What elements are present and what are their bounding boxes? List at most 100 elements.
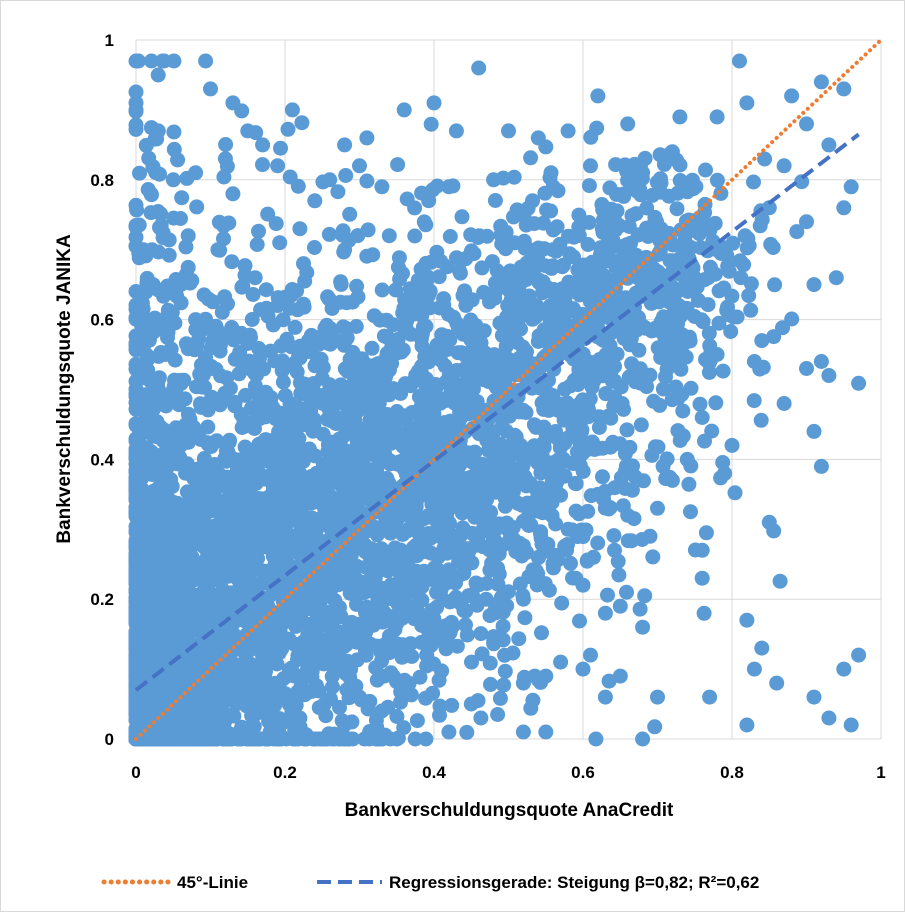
data-point bbox=[389, 709, 405, 724]
data-point bbox=[609, 346, 625, 362]
data-point bbox=[148, 655, 163, 671]
data-point bbox=[506, 169, 522, 185]
data-point bbox=[255, 157, 270, 173]
data-point bbox=[490, 576, 506, 592]
data-point bbox=[471, 60, 487, 76]
data-point bbox=[160, 459, 176, 475]
data-point bbox=[653, 171, 668, 187]
data-point bbox=[498, 224, 514, 240]
data-point bbox=[423, 116, 439, 132]
data-point bbox=[277, 388, 293, 403]
data-point bbox=[708, 395, 724, 411]
data-point bbox=[248, 398, 264, 414]
data-point bbox=[702, 259, 718, 275]
data-point bbox=[579, 553, 595, 569]
data-point bbox=[247, 706, 263, 722]
data-point bbox=[397, 583, 413, 599]
data-point bbox=[662, 276, 678, 292]
data-point bbox=[679, 451, 695, 467]
data-point bbox=[483, 676, 498, 692]
data-point bbox=[498, 338, 514, 354]
data-point bbox=[813, 458, 829, 474]
data-point bbox=[300, 344, 316, 360]
data-point bbox=[701, 364, 717, 380]
data-point bbox=[635, 165, 651, 181]
data-point bbox=[203, 81, 218, 97]
data-point bbox=[709, 172, 725, 188]
data-point bbox=[479, 576, 495, 591]
data-point bbox=[390, 596, 406, 612]
data-point bbox=[538, 668, 554, 684]
data-point bbox=[143, 410, 159, 425]
data-point bbox=[157, 605, 173, 620]
data-point bbox=[501, 535, 516, 551]
data-point bbox=[606, 528, 622, 544]
data-point bbox=[128, 84, 144, 100]
data-point bbox=[366, 308, 382, 324]
data-point bbox=[684, 172, 700, 188]
data-point bbox=[260, 206, 276, 222]
data-point bbox=[613, 470, 629, 486]
data-point bbox=[224, 588, 240, 604]
data-point bbox=[583, 158, 598, 174]
data-point bbox=[495, 358, 511, 374]
data-point bbox=[224, 663, 240, 678]
data-point bbox=[171, 646, 187, 662]
data-point bbox=[144, 613, 160, 629]
data-point bbox=[270, 298, 286, 314]
data-point bbox=[533, 465, 549, 481]
data-point bbox=[316, 654, 332, 670]
data-point bbox=[650, 689, 665, 705]
data-point bbox=[664, 144, 680, 160]
data-point bbox=[257, 646, 273, 662]
data-point bbox=[320, 289, 336, 305]
data-point bbox=[330, 184, 346, 200]
data-point bbox=[352, 689, 367, 705]
data-point bbox=[194, 698, 210, 714]
data-point bbox=[843, 179, 859, 195]
data-point bbox=[456, 563, 472, 579]
data-point bbox=[672, 173, 688, 188]
data-point bbox=[359, 248, 375, 264]
data-point bbox=[650, 500, 665, 516]
data-point bbox=[423, 571, 439, 587]
data-point bbox=[230, 682, 246, 698]
data-point bbox=[635, 619, 651, 635]
data-point bbox=[701, 325, 717, 341]
data-point bbox=[274, 353, 290, 369]
data-point bbox=[163, 665, 179, 681]
data-point bbox=[601, 673, 617, 689]
legend: 45°-Linie Regressionsgerade: Steigung β=… bbox=[101, 873, 759, 892]
data-point bbox=[374, 703, 390, 719]
data-point bbox=[806, 689, 822, 705]
data-point bbox=[482, 655, 498, 671]
data-point bbox=[500, 298, 516, 314]
data-point bbox=[584, 434, 600, 450]
data-point bbox=[322, 172, 338, 188]
data-point bbox=[186, 607, 202, 623]
data-point bbox=[159, 637, 175, 653]
data-point bbox=[226, 708, 242, 724]
data-point bbox=[622, 337, 638, 353]
data-point bbox=[594, 221, 610, 237]
data-point bbox=[391, 250, 407, 266]
data-point bbox=[390, 157, 406, 173]
data-point bbox=[284, 660, 299, 676]
data-point bbox=[396, 675, 412, 691]
data-point bbox=[522, 446, 538, 461]
data-point bbox=[231, 491, 247, 507]
data-point bbox=[128, 284, 144, 299]
data-point bbox=[393, 694, 408, 710]
data-point bbox=[262, 724, 278, 740]
data-point bbox=[151, 575, 167, 591]
data-point bbox=[194, 379, 210, 395]
data-point bbox=[529, 298, 544, 314]
data-point bbox=[386, 317, 401, 333]
data-point bbox=[264, 466, 280, 482]
data-point bbox=[655, 381, 671, 397]
data-point bbox=[348, 319, 364, 334]
data-point bbox=[498, 423, 514, 439]
data-point bbox=[776, 158, 792, 174]
data-point bbox=[607, 389, 622, 405]
data-point bbox=[128, 229, 144, 245]
